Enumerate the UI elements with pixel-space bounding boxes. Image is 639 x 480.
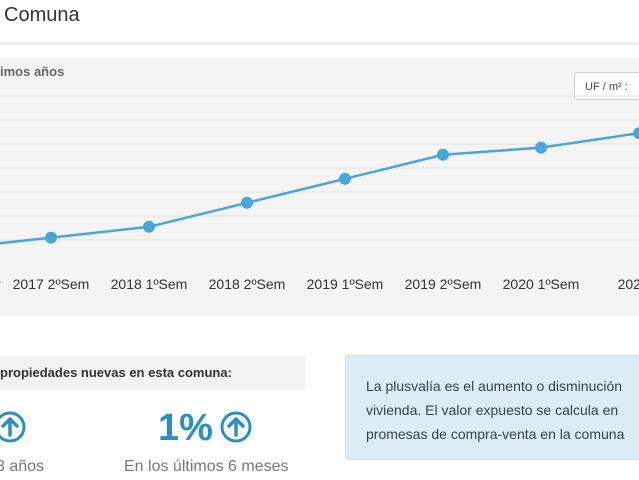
arrow-up-icon <box>220 411 252 443</box>
data-point <box>437 148 449 161</box>
data-point <box>241 196 253 209</box>
info-box: La plusvalía es el aumento o disminución… <box>345 355 639 460</box>
x-tick-label: 2018 2ºSem <box>209 276 286 292</box>
info-line: promesas de compra-venta en la comuna <box>366 426 625 442</box>
series-line <box>0 131 639 245</box>
chart-card <box>0 58 639 316</box>
page-title: Comuna <box>4 4 80 26</box>
data-point <box>633 127 639 140</box>
x-tick-label: 2018 1ºSem <box>111 276 188 292</box>
arrow-up-icon <box>0 411 26 443</box>
chart-title: imos años <box>0 64 65 79</box>
info-line: La plusvalía es el aumento o disminución <box>366 378 623 394</box>
stat-left-label: 3 años <box>0 458 45 475</box>
x-tick-label: 2019 1ºSem <box>307 276 384 292</box>
x-tick-label-partial: r <box>0 276 1 292</box>
info-line: vivienda. El valor expuesto se calcula e… <box>366 402 619 418</box>
price-line-chart: 2017 2ºSem 2018 1ºSem 2018 2ºSem 2019 1ºSem… <box>0 95 639 292</box>
x-tick-label: 2019 2ºSem <box>405 276 482 292</box>
x-tick-label: 2020 2 <box>618 276 639 292</box>
stats-heading: propiedades nuevas en esta comuna: <box>0 356 305 390</box>
stat-percent-value: 1% <box>158 407 213 449</box>
data-point <box>339 172 351 185</box>
x-tick-label: 2017 2ºSem <box>13 276 90 292</box>
data-point <box>45 231 57 244</box>
x-tick-label: 2020 1ºSem <box>503 276 580 292</box>
stat-right-label: En los últimos 6 meses <box>124 458 289 475</box>
page-header: Comuna <box>0 0 639 45</box>
unit-select[interactable]: UF / m² : <box>574 72 639 100</box>
data-point <box>143 220 155 233</box>
data-point <box>535 141 547 154</box>
